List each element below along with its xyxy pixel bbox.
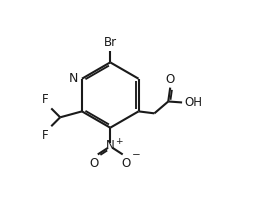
Text: N: N — [69, 72, 78, 85]
Text: N: N — [106, 139, 115, 152]
Text: −: − — [131, 150, 140, 160]
Text: F: F — [42, 129, 49, 142]
Text: O: O — [90, 157, 99, 170]
Text: O: O — [166, 73, 175, 86]
Text: Br: Br — [104, 36, 117, 49]
Text: +: + — [115, 137, 122, 147]
Text: O: O — [121, 157, 131, 170]
Text: OH: OH — [184, 96, 202, 109]
Text: F: F — [42, 93, 49, 106]
